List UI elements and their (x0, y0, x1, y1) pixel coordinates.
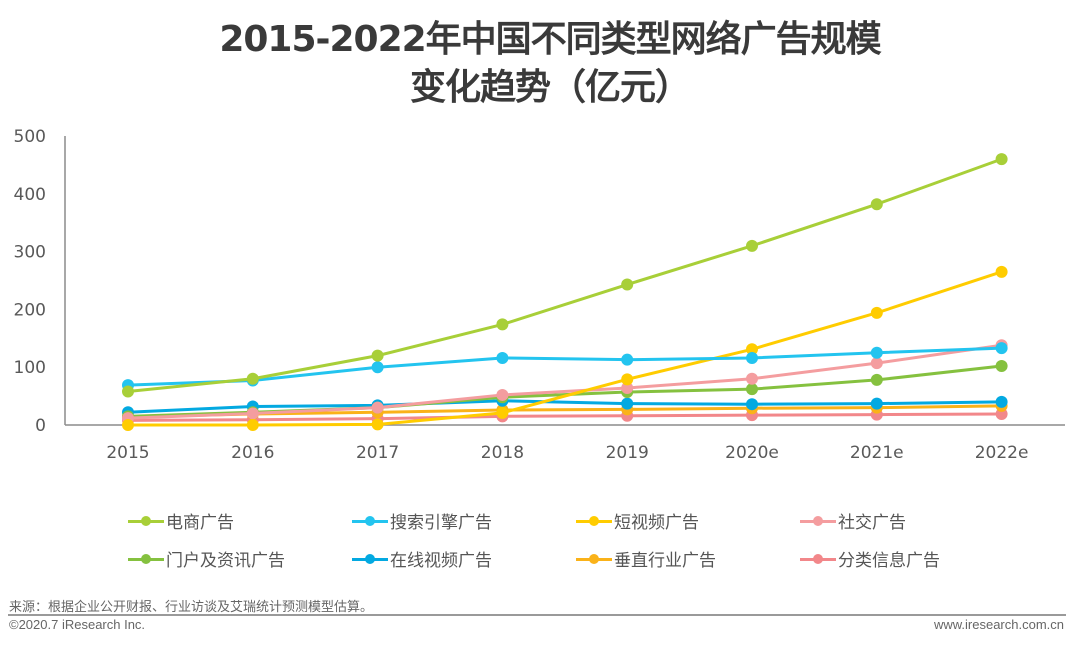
legend-label: 社交广告 (838, 513, 906, 533)
data-point (496, 351, 509, 364)
x-tick-label: 2019 (606, 443, 649, 463)
series-line (127, 412, 1002, 422)
source-note: 来源：根据企业公开财报、行业访谈及艾瑞统计预测模型估算。 (9, 600, 374, 615)
data-point (371, 361, 384, 374)
data-point (870, 397, 883, 410)
series-line (127, 157, 1003, 393)
data-point (746, 372, 758, 385)
data-point (995, 265, 1008, 278)
x-tick-label: 2022e (975, 443, 1029, 463)
website-link[interactable]: www.iresearch.com.cn (933, 617, 1064, 632)
series-layer (122, 153, 1008, 431)
data-point (496, 318, 509, 331)
footer-divider (8, 614, 1066, 616)
series-line (127, 399, 1002, 414)
legend-label: 搜索引擎广告 (390, 513, 492, 533)
legend-label: 在线视频广告 (390, 551, 492, 571)
data-point (621, 278, 634, 291)
data-point (746, 351, 758, 364)
legend-item: 搜索引擎广告 (352, 508, 492, 533)
legend-label: 电商广告 (166, 513, 234, 533)
x-tick-label: 2020e (725, 443, 779, 463)
legend-marker-icon (352, 553, 388, 565)
copyright: ©2020.7 iResearch Inc. (9, 617, 146, 632)
data-point (746, 239, 758, 252)
data-point (870, 346, 883, 359)
legend-marker-icon (128, 553, 164, 565)
chart-title-line-1: 2015-2022年中国不同类型网络广告规模 (219, 19, 881, 60)
data-point (995, 360, 1008, 373)
y-tick-label: 300 (14, 243, 46, 263)
data-point (122, 385, 134, 398)
data-point (995, 153, 1008, 166)
legend-marker-icon (800, 553, 836, 565)
legend-marker-icon (800, 515, 836, 527)
axes: 0 100 200 300 400 500 2015 2016 2017 2018 2019 2020… (14, 127, 1065, 463)
data-point (621, 373, 634, 386)
x-tick-label: 2016 (231, 443, 274, 463)
legend-item: 分类信息广告 (800, 546, 940, 571)
data-point (870, 373, 883, 386)
legend-item: 短视频广告 (576, 508, 699, 533)
line-chart: 0 100 200 300 400 500 2015 2016 2017 2018 2019 2020… (14, 127, 1065, 463)
legend-marker-icon (576, 515, 612, 527)
data-point (870, 357, 883, 370)
data-point (496, 406, 509, 419)
data-point (246, 419, 259, 431)
data-point (746, 343, 758, 356)
legend-label: 门户及资讯广告 (166, 551, 285, 571)
data-point (621, 353, 634, 366)
data-point (371, 349, 384, 362)
series-line (127, 343, 1002, 420)
chart-title-line-2: 变化趋势（亿元） (409, 67, 691, 108)
data-point (870, 198, 883, 211)
y-tick-label: 200 (14, 300, 46, 320)
data-point (246, 372, 259, 385)
x-tick-label: 2015 (106, 443, 149, 463)
y-tick-label: 100 (14, 358, 46, 378)
legend-marker-icon (128, 515, 164, 527)
chart-title: 2015-2022年中国不同类型网络广告规模 变化趋势（亿元） (0, 16, 1080, 112)
data-point (496, 388, 509, 401)
y-tick-label: 0 (35, 416, 46, 436)
legend-marker-icon (576, 553, 612, 565)
legend-item: 垂直行业广告 (576, 546, 716, 571)
data-point (746, 383, 758, 396)
data-point (621, 382, 634, 395)
legend-label: 分类信息广告 (838, 551, 940, 571)
series-2 (122, 265, 1008, 431)
data-point (870, 306, 883, 319)
x-tick-label: 2021e (850, 443, 904, 463)
legend-item: 电商广告 (128, 508, 234, 533)
legend-item: 在线视频广告 (352, 546, 492, 571)
legend-item: 门户及资讯广告 (128, 546, 285, 571)
data-point (122, 419, 134, 431)
data-point (371, 401, 384, 414)
series-line (128, 270, 1003, 427)
data-point (995, 395, 1008, 408)
series-line (127, 346, 1002, 387)
y-tick-label: 400 (14, 185, 46, 205)
data-point (995, 342, 1008, 355)
data-point (746, 398, 758, 411)
legend-marker-icon (352, 515, 388, 527)
legend-label: 短视频广告 (614, 513, 699, 533)
x-tick-label: 2017 (356, 443, 399, 463)
data-point (246, 407, 259, 420)
series-0 (122, 153, 1008, 398)
data-point (371, 418, 384, 431)
legend-label: 垂直行业广告 (614, 551, 716, 571)
x-tick-label: 2018 (481, 443, 524, 463)
legend-item: 社交广告 (800, 508, 906, 533)
data-point (621, 397, 634, 410)
y-tick-label: 500 (14, 127, 46, 147)
